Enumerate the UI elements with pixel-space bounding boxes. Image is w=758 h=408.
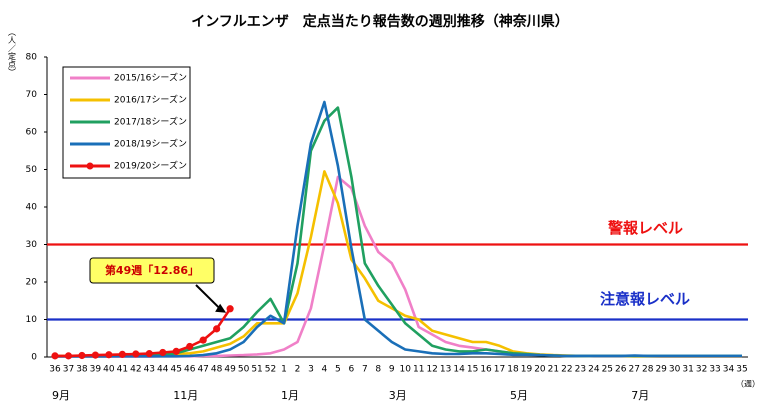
x-tick-label: 38 xyxy=(76,365,88,375)
series-marker xyxy=(159,348,167,357)
series-marker xyxy=(64,352,73,360)
x-tick-label: 47 xyxy=(197,365,208,375)
month-label: 5月 xyxy=(510,389,528,402)
x-tick-label: 40 xyxy=(103,365,115,375)
x-tick-label: 37 xyxy=(63,365,74,375)
y-tick-label: 10 xyxy=(26,315,38,325)
series-marker xyxy=(172,347,180,355)
x-tick-label: 2 xyxy=(295,365,301,375)
x-tick-label: 13 xyxy=(440,365,451,375)
y-tick-label: 80 xyxy=(26,53,38,63)
x-tick-label: 8 xyxy=(375,365,381,375)
legend-label: 2017/18シーズン xyxy=(114,116,187,128)
x-tick-label: 12 xyxy=(426,365,437,375)
y-tick-label: 60 xyxy=(26,128,38,138)
month-label: 9月 xyxy=(52,389,70,402)
y-tick-label: 0 xyxy=(31,353,37,363)
x-tick-label: 17 xyxy=(494,365,505,375)
annotation-box xyxy=(89,257,215,284)
series-marker xyxy=(213,325,221,333)
x-tick-label: 27 xyxy=(629,365,640,375)
x-tick-label: 15 xyxy=(467,365,478,375)
x-tick-label: 29 xyxy=(655,365,667,375)
x-tick-label: 24 xyxy=(588,365,600,375)
x-tick-label: 33 xyxy=(709,365,720,375)
x-tick-label: 4 xyxy=(322,365,328,375)
x-axis-label: （週） xyxy=(736,380,758,389)
series-marker xyxy=(105,351,113,359)
annotation-arrow xyxy=(195,284,221,310)
x-tick-label: 44 xyxy=(157,365,169,375)
y-tick-label: 40 xyxy=(26,203,38,213)
legend-marker xyxy=(86,162,94,170)
x-tick-label: 45 xyxy=(171,365,182,375)
x-tick-label: 6 xyxy=(348,365,354,375)
series-marker xyxy=(78,351,86,360)
x-tick-label: 42 xyxy=(130,365,141,375)
x-tick-label: 43 xyxy=(144,365,155,375)
legend-label: 2016/17シーズン xyxy=(114,94,187,106)
x-tick-label: 9 xyxy=(389,365,395,375)
x-tick-label: 16 xyxy=(480,365,492,375)
series-marker xyxy=(132,350,140,358)
series-marker xyxy=(91,351,100,359)
threshold-label: 注意報レベル xyxy=(600,290,690,308)
y-tick-label: 20 xyxy=(26,278,38,288)
x-tick-label: 1 xyxy=(281,365,287,375)
month-label: 11月 xyxy=(173,389,198,402)
series-marker xyxy=(145,350,153,358)
x-tick-label: 35 xyxy=(736,365,747,375)
legend-label: 2019/20シーズン xyxy=(114,160,187,172)
x-tick-label: 7 xyxy=(362,365,368,375)
x-tick-label: 25 xyxy=(602,365,613,375)
series-line xyxy=(55,308,232,358)
y-tick-label: 70 xyxy=(26,90,38,100)
x-tick-label: 52 xyxy=(265,365,276,375)
annotation-arrowhead xyxy=(215,303,227,313)
legend-label: 2015/16シーズン xyxy=(114,72,187,84)
y-tick-label: 30 xyxy=(26,240,38,250)
x-tick-label: 36 xyxy=(49,365,61,375)
x-tick-label: 11 xyxy=(413,365,424,375)
x-tick-label: 20 xyxy=(534,365,546,375)
x-tick-label: 39 xyxy=(90,365,102,375)
series-line xyxy=(55,100,742,358)
series-marker xyxy=(51,352,59,360)
month-label: 1月 xyxy=(281,389,299,402)
series-marker xyxy=(118,350,126,358)
x-tick-label: 5 xyxy=(335,365,341,375)
month-label: 7月 xyxy=(631,389,649,402)
x-tick-label: 48 xyxy=(211,365,223,375)
x-tick-label: 21 xyxy=(548,365,559,375)
x-tick-label: 30 xyxy=(669,365,681,375)
x-tick-label: 26 xyxy=(615,365,627,375)
y-axis-label: （人／定点） xyxy=(8,28,17,76)
x-tick-label: 46 xyxy=(184,365,196,375)
x-tick-label: 22 xyxy=(561,365,572,375)
month-label: 3月 xyxy=(389,389,407,402)
x-tick-label: 50 xyxy=(238,365,250,375)
x-tick-label: 14 xyxy=(453,365,465,375)
chart-title: インフルエンザ 定点当たり報告数の週別推移（神奈川県） xyxy=(191,13,569,30)
x-tick-label: 31 xyxy=(682,365,693,375)
series-marker xyxy=(226,305,234,313)
x-tick-label: 51 xyxy=(251,365,262,375)
x-tick-label: 49 xyxy=(224,365,236,375)
x-tick-label: 3 xyxy=(308,365,314,375)
x-tick-label: 34 xyxy=(723,365,735,375)
x-tick-label: 10 xyxy=(400,365,412,375)
x-tick-label: 41 xyxy=(117,365,128,375)
legend-label: 2018/19シーズン xyxy=(114,138,187,150)
x-tick-label: 19 xyxy=(521,365,533,375)
x-tick-label: 18 xyxy=(507,365,519,375)
threshold-label: 警報レベル xyxy=(607,219,683,237)
series-marker xyxy=(199,336,207,344)
x-tick-label: 32 xyxy=(696,365,707,375)
x-tick-label: 28 xyxy=(642,365,654,375)
annotation-text: 第49週「12.86」 xyxy=(105,263,199,277)
x-tick-label: 23 xyxy=(575,365,586,375)
series-marker xyxy=(186,342,194,351)
y-tick-label: 50 xyxy=(26,165,38,175)
